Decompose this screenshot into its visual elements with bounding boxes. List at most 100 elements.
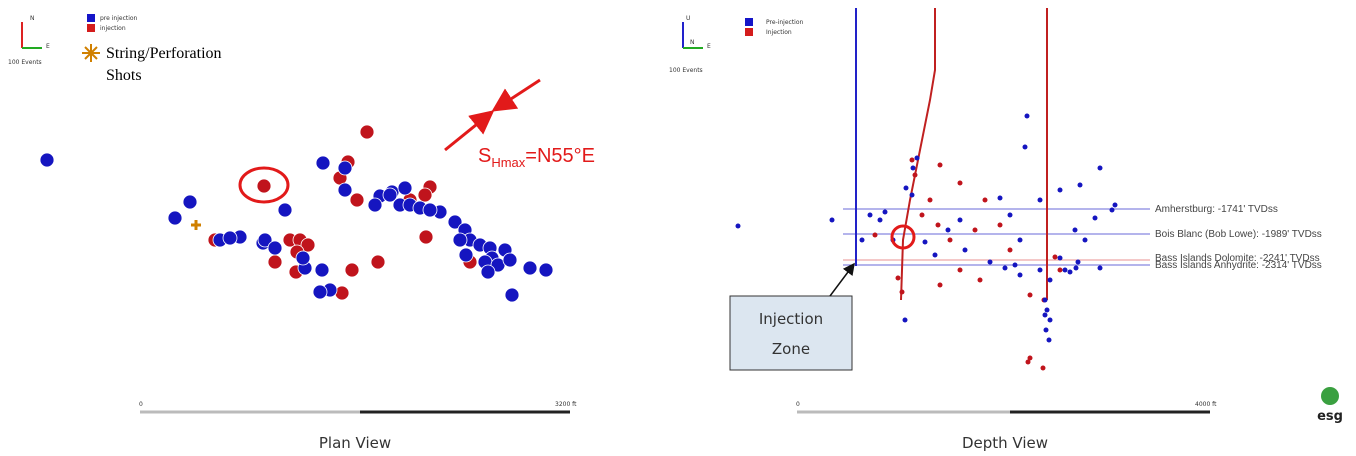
event bbox=[1037, 197, 1043, 203]
event bbox=[1112, 202, 1118, 208]
event bbox=[167, 210, 183, 226]
event bbox=[502, 252, 518, 268]
event bbox=[1024, 113, 1030, 119]
event bbox=[914, 155, 920, 161]
event bbox=[314, 262, 330, 278]
legend-swatch bbox=[745, 28, 753, 36]
event bbox=[895, 275, 901, 281]
event bbox=[909, 157, 915, 163]
event bbox=[1002, 265, 1008, 271]
callout-box bbox=[729, 295, 853, 371]
highlight bbox=[890, 224, 916, 250]
event bbox=[977, 277, 983, 283]
events bbox=[735, 113, 1118, 371]
event bbox=[1044, 307, 1050, 313]
event bbox=[1097, 165, 1103, 171]
event bbox=[344, 262, 360, 278]
event bbox=[337, 182, 353, 198]
scale-label: 0 bbox=[796, 401, 800, 408]
event bbox=[370, 254, 386, 270]
stress-arrow bbox=[491, 78, 541, 112]
event bbox=[1109, 207, 1115, 213]
event bbox=[945, 227, 951, 233]
event bbox=[1067, 269, 1073, 275]
event bbox=[1077, 182, 1083, 188]
event bbox=[910, 165, 916, 171]
event bbox=[947, 237, 953, 243]
shot-icon bbox=[82, 44, 100, 62]
event bbox=[1007, 212, 1013, 218]
event bbox=[937, 282, 943, 288]
event bbox=[182, 194, 198, 210]
shot-icon bbox=[191, 220, 201, 230]
event bbox=[882, 209, 888, 215]
formation-label: Amherstburg: -1741' TVDss bbox=[1155, 204, 1278, 215]
event bbox=[1040, 365, 1046, 371]
logo: esg bbox=[1317, 409, 1343, 424]
event bbox=[315, 155, 331, 171]
event bbox=[504, 287, 520, 303]
event bbox=[877, 217, 883, 223]
legend-label: Injection bbox=[766, 29, 792, 36]
event bbox=[538, 262, 554, 278]
event bbox=[349, 192, 365, 208]
axis-label: U bbox=[686, 15, 690, 22]
event bbox=[1097, 265, 1103, 271]
event bbox=[997, 195, 1003, 201]
scale-label: 0 bbox=[139, 401, 143, 408]
depth-panel: U N E 100 Events Pre-injection Injection… bbox=[669, 8, 1322, 452]
events-note: 100 Events bbox=[669, 67, 703, 74]
event bbox=[937, 162, 943, 168]
event bbox=[1062, 267, 1068, 273]
event bbox=[1075, 259, 1081, 265]
event bbox=[1025, 359, 1031, 365]
event bbox=[909, 192, 915, 198]
event bbox=[1017, 237, 1023, 243]
event bbox=[337, 160, 353, 176]
event bbox=[1042, 297, 1048, 303]
event bbox=[1057, 267, 1063, 273]
event bbox=[1022, 144, 1028, 150]
event bbox=[997, 222, 1003, 228]
legend-swatch bbox=[87, 14, 95, 22]
event bbox=[829, 217, 835, 223]
event bbox=[522, 260, 538, 276]
event bbox=[1057, 255, 1063, 261]
well bbox=[900, 8, 936, 301]
scale-label: 3200 ft bbox=[555, 401, 577, 408]
callout-text: Zone bbox=[772, 340, 810, 358]
event bbox=[899, 289, 905, 295]
event bbox=[919, 212, 925, 218]
event bbox=[1092, 215, 1098, 221]
callout-arrow bbox=[829, 262, 855, 297]
axis-label: N bbox=[30, 15, 35, 22]
event bbox=[256, 178, 272, 194]
events-note: 100 Events bbox=[8, 59, 42, 66]
event bbox=[277, 202, 293, 218]
legend-label: injection bbox=[100, 25, 126, 32]
event bbox=[382, 187, 398, 203]
event bbox=[422, 202, 438, 218]
event bbox=[1047, 277, 1053, 283]
event bbox=[987, 259, 993, 265]
event bbox=[1027, 355, 1033, 361]
axis-label: N bbox=[690, 39, 695, 46]
event bbox=[1072, 227, 1078, 233]
event bbox=[1037, 267, 1043, 273]
event bbox=[912, 172, 918, 178]
event bbox=[972, 227, 978, 233]
event bbox=[922, 239, 928, 245]
event bbox=[962, 247, 968, 253]
event bbox=[932, 252, 938, 258]
scale-label: 4000 ft bbox=[1195, 401, 1217, 408]
event bbox=[458, 247, 474, 263]
event bbox=[480, 264, 496, 280]
event bbox=[902, 317, 908, 323]
formation-label: Bois Blanc (Bob Lowe): -1989' TVDss bbox=[1155, 229, 1322, 240]
axis-label: E bbox=[707, 43, 711, 50]
event bbox=[267, 240, 283, 256]
event bbox=[417, 187, 433, 203]
event bbox=[957, 217, 963, 223]
event bbox=[735, 223, 741, 229]
